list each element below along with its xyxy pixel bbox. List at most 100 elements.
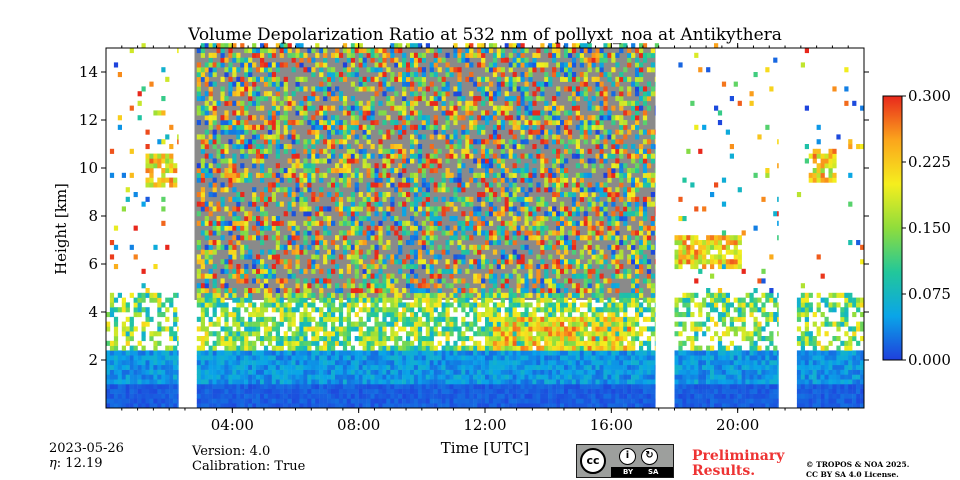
depol-cell — [331, 72, 336, 78]
depol-cell — [204, 144, 209, 150]
depol-cell — [402, 379, 407, 385]
depol-cell — [295, 105, 300, 111]
depol-cell — [169, 124, 174, 130]
depol-cell — [287, 172, 292, 178]
depol-cell — [145, 163, 150, 169]
depol-cell — [413, 297, 419, 303]
depol-cell — [338, 316, 344, 322]
depol-cell — [299, 388, 304, 394]
depol-cell — [354, 86, 359, 92]
depol-cell — [248, 148, 253, 154]
depol-cell — [153, 158, 158, 164]
depol-cell — [370, 264, 375, 270]
depol-cell — [386, 52, 391, 58]
depol-cell — [342, 336, 348, 342]
depol-cell — [240, 302, 245, 308]
depol-cell — [200, 297, 205, 303]
depol-cell — [113, 244, 119, 250]
depol-cell — [374, 196, 379, 202]
depol-cell — [528, 393, 533, 399]
depol-cell — [299, 364, 304, 370]
depol-cell — [224, 172, 229, 178]
depol-cell — [335, 235, 340, 241]
depol-cell — [291, 403, 296, 409]
depol-cell — [165, 76, 170, 82]
depol-cell — [492, 403, 498, 409]
depol-cell — [358, 369, 363, 375]
depol-cell — [512, 206, 517, 212]
depol-cell — [275, 91, 280, 97]
depol-cell — [295, 398, 300, 404]
depol-cell — [256, 336, 261, 342]
depol-cell — [157, 302, 162, 308]
depol-cell — [437, 302, 442, 308]
depol-cell — [378, 235, 383, 241]
depol-cell — [366, 163, 371, 169]
depol-cell — [485, 230, 490, 236]
depol-cell — [196, 192, 201, 198]
depol-cell — [319, 220, 324, 226]
depol-cell — [374, 340, 379, 346]
depol-cell — [129, 326, 134, 332]
depol-cell — [236, 336, 241, 342]
depol-cell — [303, 96, 308, 102]
depol-cell — [271, 268, 276, 274]
depol-cell — [224, 388, 229, 394]
depol-cell — [406, 355, 411, 361]
depol-cell — [204, 206, 209, 212]
depol-cell — [473, 124, 478, 130]
depol-cell — [366, 369, 371, 375]
depol-cell — [410, 316, 415, 322]
depol-cell — [441, 124, 446, 130]
depol-cell — [260, 307, 265, 313]
depol-cell — [244, 393, 249, 399]
depol-cell — [283, 62, 288, 68]
depol-cell — [417, 196, 423, 202]
depol-cell — [338, 76, 344, 82]
depol-cell — [161, 398, 166, 404]
depol-cell — [492, 278, 498, 284]
depol-cell — [216, 369, 221, 375]
depol-cell — [378, 292, 383, 298]
depol-cell — [433, 57, 438, 63]
depol-cell — [532, 206, 537, 212]
depol-cell — [441, 331, 446, 337]
depol-cell — [366, 76, 371, 82]
depol-cell — [125, 350, 130, 356]
depol-cell — [267, 139, 273, 145]
depol-cell — [540, 216, 545, 222]
depol-cell — [307, 105, 312, 111]
depol-cell — [386, 158, 391, 164]
depol-cell — [331, 182, 336, 188]
depol-cell — [496, 196, 501, 202]
depol-cell — [315, 283, 320, 289]
depol-cell — [196, 393, 201, 399]
depol-cell — [536, 278, 541, 284]
depol-cell — [303, 187, 308, 193]
depol-cell — [370, 244, 375, 250]
depol-cell — [323, 62, 328, 68]
depol-cell — [323, 283, 328, 289]
depol-cell — [465, 144, 470, 150]
depol-cell — [307, 340, 312, 346]
depol-cell — [386, 321, 391, 327]
depol-cell — [303, 177, 308, 183]
depol-cell — [263, 393, 269, 399]
depol-cell — [145, 196, 150, 202]
depol-cell — [224, 336, 229, 342]
depol-cell — [335, 139, 340, 145]
depol-cell — [295, 297, 300, 303]
depol-cell — [208, 172, 213, 178]
depol-cell — [421, 211, 426, 217]
depol-cell — [429, 364, 434, 370]
depol-cell — [453, 355, 458, 361]
depol-cell — [473, 206, 478, 212]
depol-cell — [524, 201, 529, 207]
depol-cell — [129, 336, 134, 342]
depol-cell — [473, 388, 478, 394]
depol-cell — [488, 292, 494, 298]
depol-cell — [165, 316, 170, 322]
depol-cell — [252, 129, 257, 135]
depol-cell — [196, 326, 201, 332]
depol-cell — [520, 48, 525, 54]
